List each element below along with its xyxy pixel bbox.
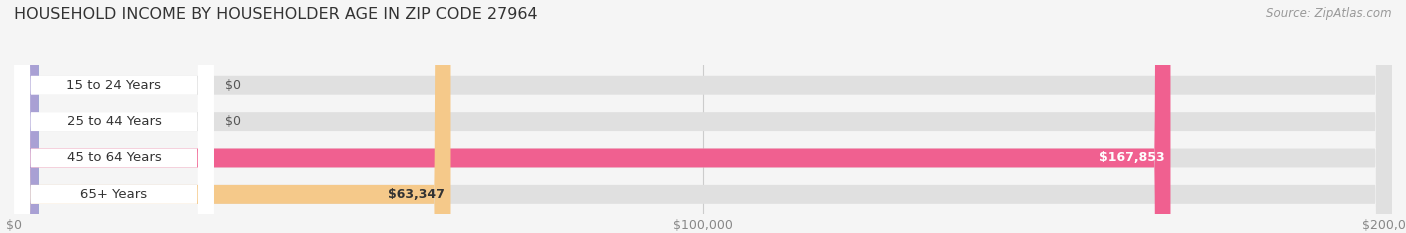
- Text: $0: $0: [225, 79, 240, 92]
- Text: HOUSEHOLD INCOME BY HOUSEHOLDER AGE IN ZIP CODE 27964: HOUSEHOLD INCOME BY HOUSEHOLDER AGE IN Z…: [14, 7, 537, 22]
- Text: $167,853: $167,853: [1099, 151, 1166, 164]
- FancyBboxPatch shape: [14, 0, 1392, 233]
- Text: 65+ Years: 65+ Years: [80, 188, 148, 201]
- Text: Source: ZipAtlas.com: Source: ZipAtlas.com: [1267, 7, 1392, 20]
- Text: $0: $0: [225, 115, 240, 128]
- FancyBboxPatch shape: [14, 0, 1170, 233]
- Text: 25 to 44 Years: 25 to 44 Years: [66, 115, 162, 128]
- Text: 45 to 64 Years: 45 to 64 Years: [66, 151, 162, 164]
- FancyBboxPatch shape: [14, 0, 214, 233]
- FancyBboxPatch shape: [14, 0, 1392, 233]
- FancyBboxPatch shape: [14, 0, 214, 233]
- FancyBboxPatch shape: [14, 0, 1392, 233]
- FancyBboxPatch shape: [14, 0, 450, 233]
- Text: 15 to 24 Years: 15 to 24 Years: [66, 79, 162, 92]
- FancyBboxPatch shape: [14, 0, 39, 233]
- FancyBboxPatch shape: [14, 0, 1392, 233]
- FancyBboxPatch shape: [14, 0, 214, 233]
- Text: $63,347: $63,347: [388, 188, 444, 201]
- FancyBboxPatch shape: [14, 0, 214, 233]
- FancyBboxPatch shape: [14, 0, 39, 233]
